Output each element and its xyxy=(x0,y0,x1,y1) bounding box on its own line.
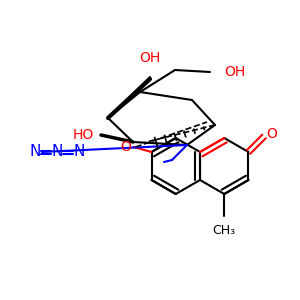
Text: N: N xyxy=(29,145,41,160)
Text: HO: HO xyxy=(72,128,94,142)
Text: OH: OH xyxy=(224,65,245,79)
Text: O: O xyxy=(120,140,131,154)
Text: O: O xyxy=(267,128,278,141)
Text: CH₃: CH₃ xyxy=(213,224,236,237)
Text: N: N xyxy=(73,145,85,160)
Text: N: N xyxy=(51,145,63,160)
Text: OH: OH xyxy=(140,51,160,65)
